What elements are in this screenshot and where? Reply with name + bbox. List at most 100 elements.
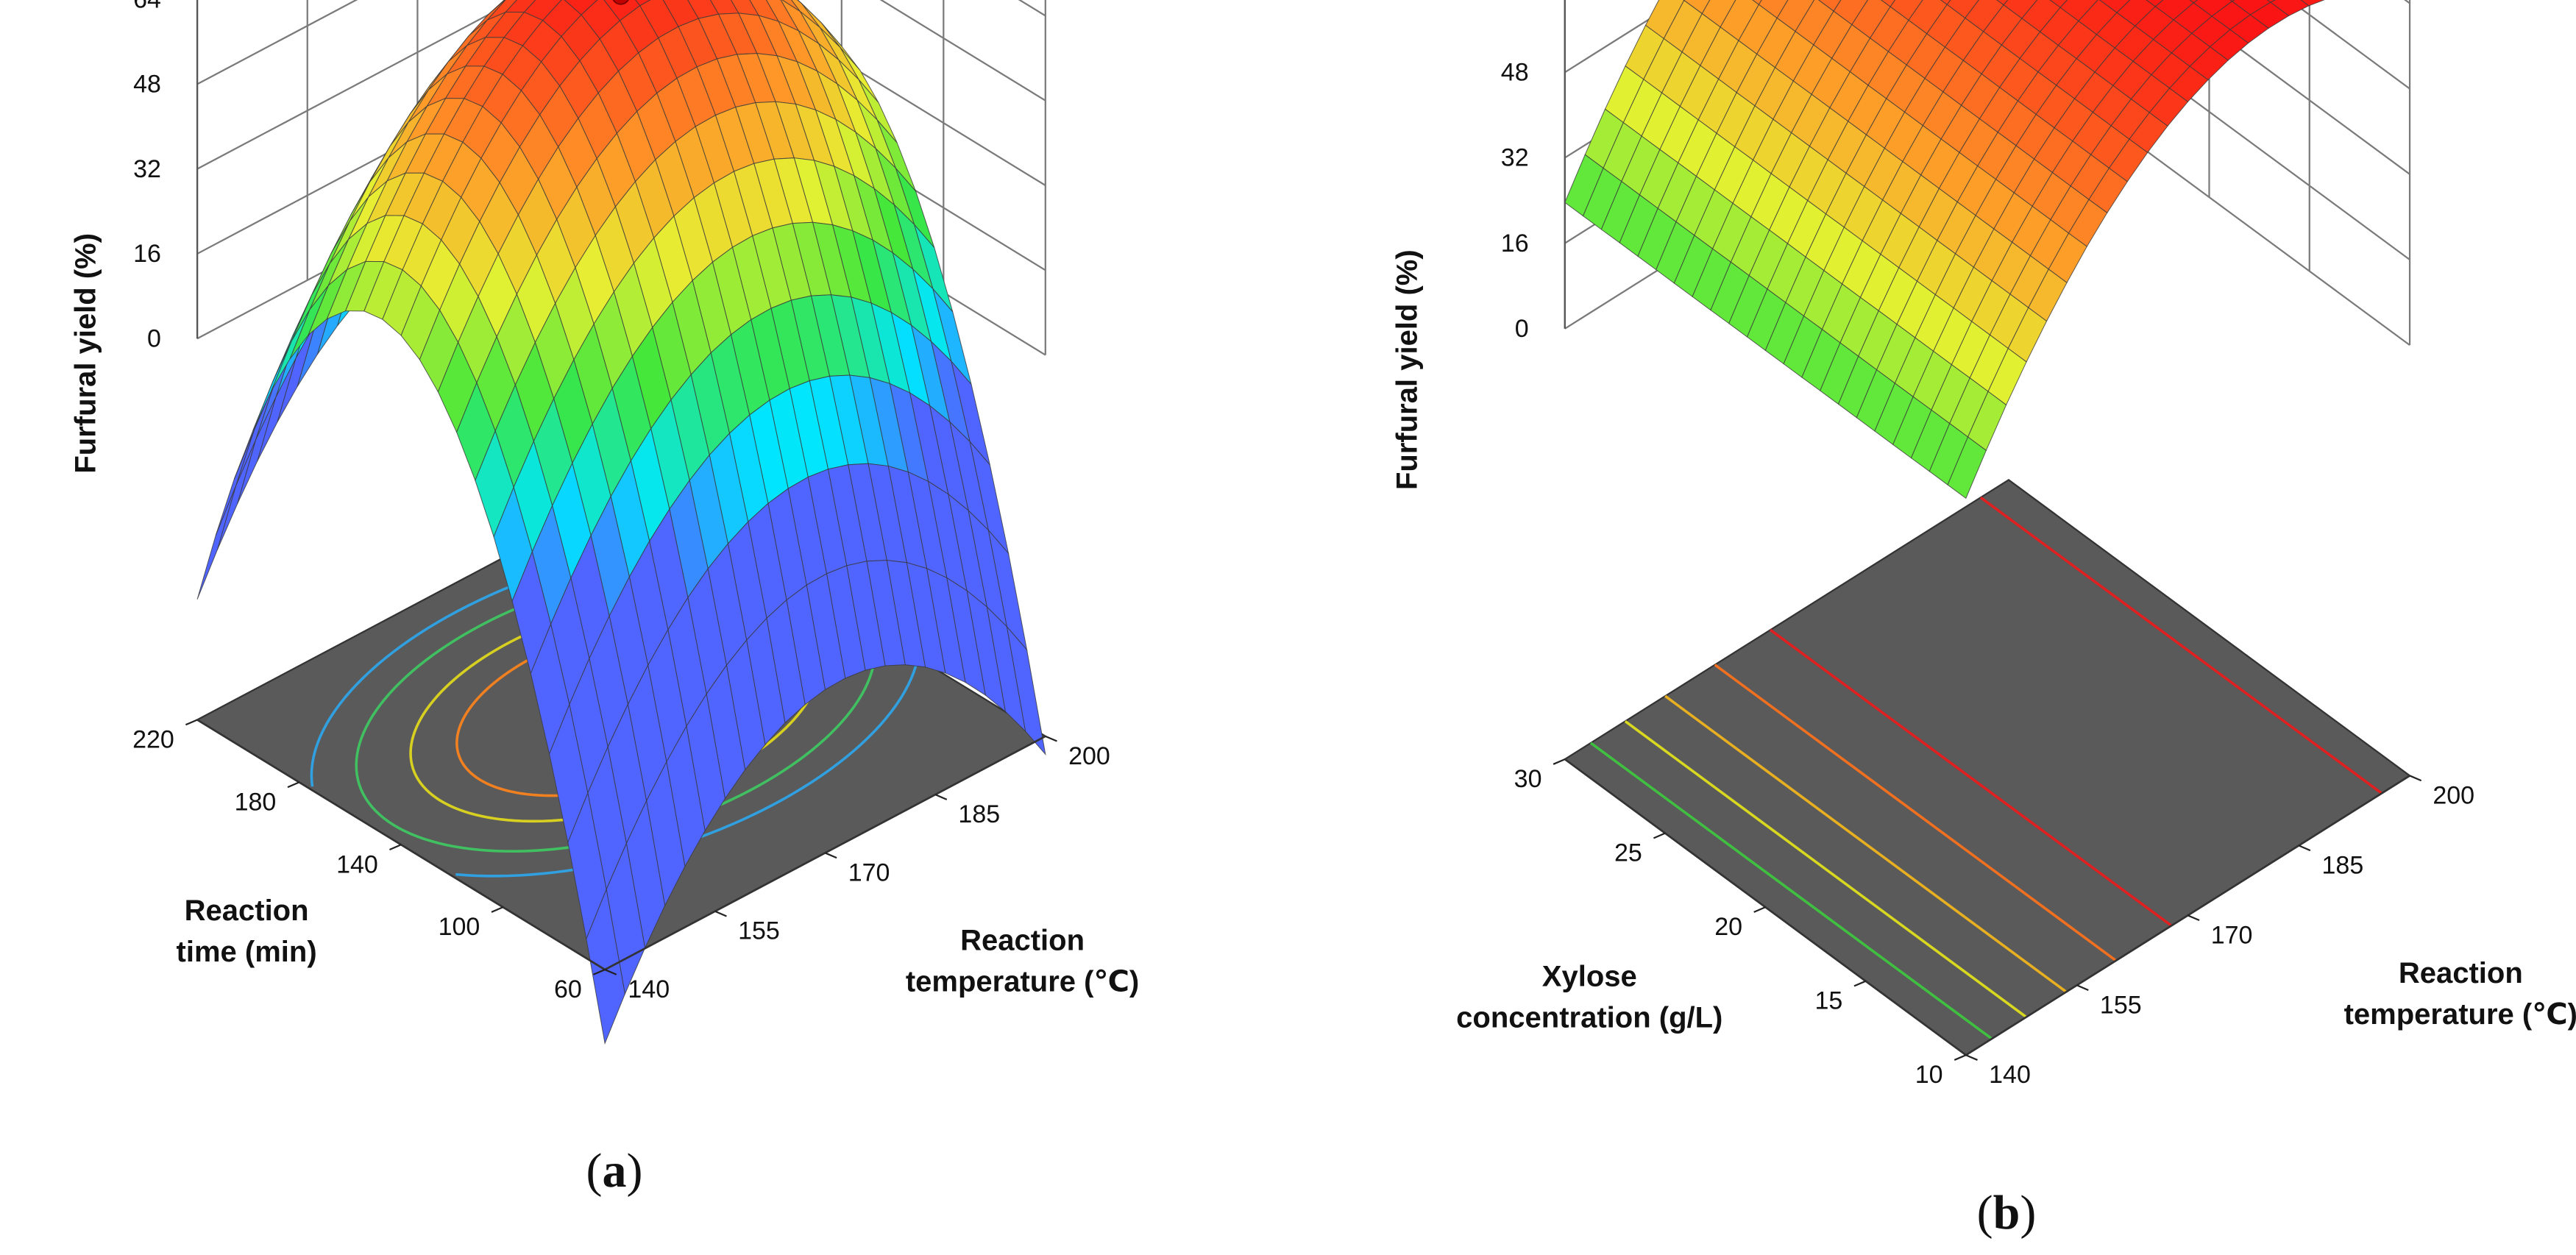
y-tick-mark — [1653, 832, 1666, 839]
y-tick-mark — [1954, 1054, 1967, 1061]
z-gridline — [196, 0, 1046, 186]
floor-plane — [1563, 478, 2412, 1056]
floor-contour — [1589, 742, 1993, 1040]
y-axis-label: Reaction time (min) — [177, 895, 317, 968]
x-tick-label: 170 — [2211, 921, 2253, 949]
surface-cell — [2049, 0, 2068, 8]
floor-contour — [1624, 720, 2027, 1019]
x-tick-mark — [2188, 914, 2200, 922]
z-tick-label: 0 — [147, 324, 161, 352]
x-axis-label-line: Reaction — [960, 924, 1085, 956]
x-tick-mark — [2076, 984, 2089, 991]
floor-contour — [1979, 496, 2383, 794]
floor-contour — [1770, 628, 2173, 927]
x-tick-label: 185 — [2322, 851, 2364, 879]
z-axis-label: Furfural yield (%) — [70, 233, 102, 474]
surface-cell — [196, 485, 237, 600]
y-tick-mark — [185, 719, 198, 726]
surface-cell — [215, 429, 255, 536]
y-axis-label-line: Reaction — [185, 895, 309, 927]
surface-cell — [1996, 0, 2009, 6]
design-point — [612, 0, 629, 5]
floor-contour — [455, 659, 919, 878]
x-tick-label: 185 — [958, 800, 1000, 828]
chart-panel-b: 016324864801401551701852001015202530Furf… — [1391, 0, 2576, 1089]
x-tick-mark — [714, 910, 727, 917]
surface-cell — [586, 888, 625, 1045]
tick-labels: 016324864801401551701852001015202530Furf… — [1391, 0, 2576, 1089]
x-tick-mark — [2298, 845, 2311, 852]
plot-area: 0163248648014015517018520060100140180220… — [70, 0, 1140, 1045]
z-tick-label: 32 — [1501, 144, 1529, 172]
y-tick-mark — [1853, 980, 1867, 987]
y-tick-label: 20 — [1714, 913, 1742, 941]
x-axis-label: Reaction temperature (℃) — [2344, 957, 2576, 1031]
x-axis-label-line: Reaction — [2399, 957, 2523, 989]
z-tick-label: 32 — [133, 155, 161, 183]
x-tick-label: 155 — [2100, 991, 2142, 1019]
y-tick-mark — [593, 969, 606, 975]
y-tick-label: 220 — [132, 725, 174, 753]
z-tick-label: 16 — [1501, 230, 1529, 257]
surface-cell — [1880, 0, 1896, 7]
y-tick-mark — [389, 844, 402, 850]
y-tick-mark — [1753, 906, 1766, 913]
x-tick-mark — [934, 794, 948, 800]
y-axis-label-line: concentration (g/L) — [1456, 1001, 1722, 1034]
x-axis-label: Reaction temperature (℃) — [906, 924, 1139, 998]
z-tick-label: 16 — [133, 240, 161, 268]
x-tick-mark — [1045, 735, 1057, 742]
y-tick-label: 140 — [336, 850, 378, 878]
x-tick-mark — [1965, 1054, 1978, 1061]
plot-area: 016324864801401551701852001015202530Furf… — [1391, 0, 2576, 1089]
x-tick-mark — [825, 852, 837, 859]
tick-labels: 0163248648014015517018520060100140180220… — [70, 0, 1140, 1003]
y-tick-mark — [1553, 758, 1566, 765]
floor-contour — [1664, 694, 2068, 993]
x-tick-mark — [2409, 775, 2422, 782]
surface-cell — [1947, 436, 1987, 499]
surface-cell — [1940, 0, 1951, 5]
z-tick-label: 64 — [1501, 0, 1529, 1]
y-tick-label: 15 — [1814, 987, 1842, 1015]
x-tick-label: 155 — [738, 917, 780, 945]
y-axis-label-line: Xylose — [1542, 960, 1637, 992]
response-surface — [1564, 0, 2325, 499]
surface-cell — [2300, 0, 2325, 7]
y-tick-label: 100 — [439, 913, 480, 941]
x-axis-label-line: temperature (℃) — [2344, 998, 2576, 1031]
x-tick-label: 200 — [2433, 781, 2474, 809]
x-axis-label-line: temperature (℃) — [906, 965, 1139, 998]
y-tick-label: 30 — [1514, 765, 1542, 793]
y-tick-mark — [491, 906, 504, 913]
response-surface — [196, 0, 1046, 1045]
x-tick-label: 200 — [1068, 742, 1110, 770]
panel-label-b: (b) — [1977, 1186, 2037, 1240]
z-tick-label: 64 — [133, 0, 161, 13]
y-tick-label: 60 — [554, 975, 582, 1003]
x-tick-label: 140 — [1989, 1061, 2031, 1089]
y-tick-mark — [287, 781, 300, 789]
floor — [1563, 478, 2412, 1056]
surface-cell — [2189, 0, 2199, 4]
chart-panel-a: 0163248648014015517018520060100140180220… — [70, 0, 1140, 1045]
y-tick-label: 180 — [235, 788, 277, 816]
z-tick-label: 48 — [1501, 58, 1529, 86]
z-gridline — [196, 0, 1046, 102]
z-tick-label: 48 — [133, 71, 161, 99]
x-tick-label: 170 — [848, 858, 890, 886]
y-axis-label-line: time (min) — [177, 936, 317, 968]
y-axis-label: Xylose concentration (g/L) — [1456, 960, 1722, 1034]
surface-cell — [216, 439, 257, 550]
x-tick-mark — [604, 969, 617, 975]
x-tick-label: 140 — [628, 975, 670, 1003]
surface-cell — [237, 397, 277, 505]
y-tick-label: 10 — [1915, 1061, 1943, 1089]
panel-label-a: (a) — [586, 1144, 643, 1198]
y-tick-label: 25 — [1614, 839, 1642, 867]
z-axis-label: Furfural yield (%) — [1391, 249, 1424, 490]
z-tick-label: 0 — [1515, 315, 1529, 343]
surface-cell — [2146, 0, 2164, 7]
floor-contour — [1714, 664, 2117, 962]
